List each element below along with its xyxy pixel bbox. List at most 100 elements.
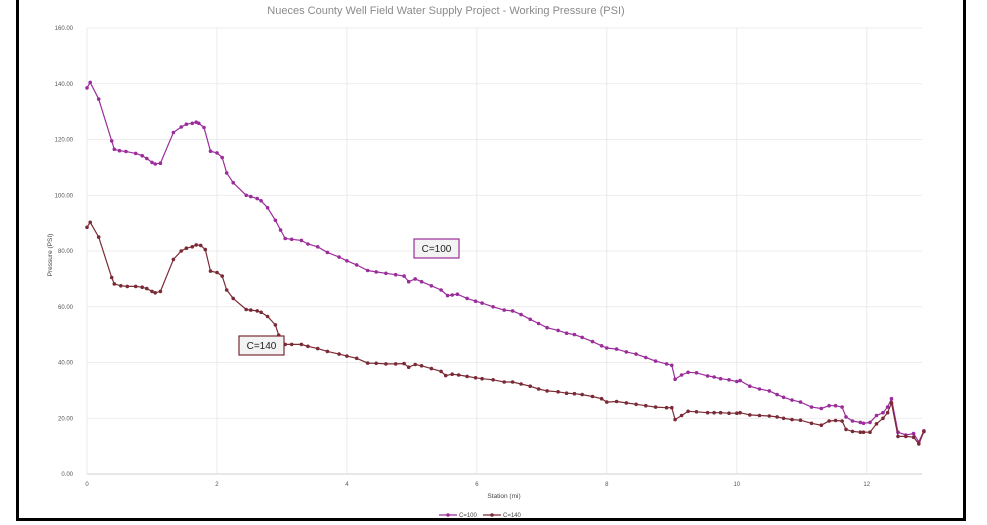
data-point [580, 335, 584, 340]
data-point [184, 122, 189, 126]
data-point [605, 346, 609, 350]
data-point [450, 372, 455, 377]
data-point [819, 423, 824, 428]
data-point [325, 349, 330, 354]
data-point [306, 344, 310, 349]
data-point [306, 242, 310, 246]
data-point [614, 347, 619, 351]
data-point [140, 285, 144, 290]
data-point [406, 365, 411, 370]
data-point [231, 180, 235, 185]
label-box-C=140: C=140 [238, 335, 285, 356]
data-point [827, 419, 831, 423]
data-point [679, 373, 684, 377]
data-point [510, 380, 515, 384]
data-point [429, 284, 434, 288]
x-tick-label: 0 [85, 482, 89, 488]
data-point [896, 434, 900, 439]
data-point [545, 325, 549, 330]
data-point [670, 405, 674, 410]
data-point [614, 399, 619, 404]
series-C=100 [85, 80, 926, 444]
data-point [686, 409, 690, 414]
data-point [727, 378, 731, 382]
data-point [88, 80, 92, 85]
data-point [273, 323, 278, 327]
data-point [374, 361, 379, 366]
data-point [244, 193, 248, 198]
series-line [86, 81, 925, 444]
data-point [439, 369, 443, 374]
data-point [790, 417, 794, 422]
data-point [197, 121, 201, 126]
data-point [790, 398, 794, 402]
data-point [278, 228, 283, 232]
data-point [827, 403, 831, 408]
data-point [259, 199, 263, 203]
data-point [874, 422, 879, 426]
chart-title: Nueces County Well Field Water Supply Pr… [267, 5, 624, 17]
data-point [473, 376, 478, 380]
data-point [265, 314, 270, 319]
data-point [922, 429, 926, 434]
data-point [868, 430, 872, 435]
data-point [406, 279, 411, 284]
data-point [781, 416, 786, 421]
data-point [365, 361, 370, 365]
y-tick-label: 0.00 [61, 472, 73, 478]
data-point [850, 429, 855, 434]
data-point [244, 307, 248, 312]
data-point [153, 162, 157, 166]
data-point [738, 410, 742, 415]
legend-swatch-marker [490, 513, 494, 517]
data-point [325, 250, 330, 255]
data-point [757, 413, 762, 418]
data-point [694, 371, 699, 375]
data-point [664, 405, 669, 410]
data-point [109, 139, 114, 143]
data-point [255, 309, 259, 313]
data-point [419, 279, 424, 284]
data-point [556, 328, 560, 333]
data-point [450, 293, 455, 297]
data-point [738, 378, 742, 383]
data-point [354, 356, 359, 361]
data-point [889, 401, 894, 405]
data-point [455, 292, 460, 297]
data-point [653, 405, 658, 409]
data-point [528, 317, 532, 322]
data-point [145, 156, 149, 161]
data-point [868, 420, 872, 425]
data-point [179, 249, 183, 253]
data-point [679, 413, 684, 418]
data-point [345, 259, 349, 263]
data-point [670, 363, 674, 368]
label-box-C=100: C=100 [413, 238, 460, 259]
data-point [634, 352, 638, 356]
data-point [150, 160, 154, 165]
data-point [881, 416, 885, 421]
data-point [917, 442, 921, 446]
data-point [117, 148, 122, 153]
legend-item: C=100 [439, 513, 478, 519]
data-point [140, 153, 144, 158]
data-point [215, 270, 219, 275]
data-point [85, 225, 89, 230]
data-point [861, 430, 866, 435]
data-point [480, 301, 484, 305]
data-point [502, 380, 507, 384]
data-point [473, 299, 478, 304]
data-point [809, 405, 814, 409]
label-box-text: C=140 [247, 341, 277, 352]
data-point [718, 376, 723, 381]
data-point [289, 342, 294, 347]
legend-label: C=140 [503, 513, 522, 519]
data-point [748, 384, 752, 389]
data-point [572, 332, 577, 337]
data-point [393, 362, 398, 366]
data-point [265, 206, 270, 210]
data-point [605, 400, 609, 404]
data-point [861, 421, 866, 426]
data-point [365, 268, 370, 273]
y-axis-ticks: 0.00 20.00 40.00 60.00 80.00 100.00 120.00 140.… [55, 26, 74, 478]
